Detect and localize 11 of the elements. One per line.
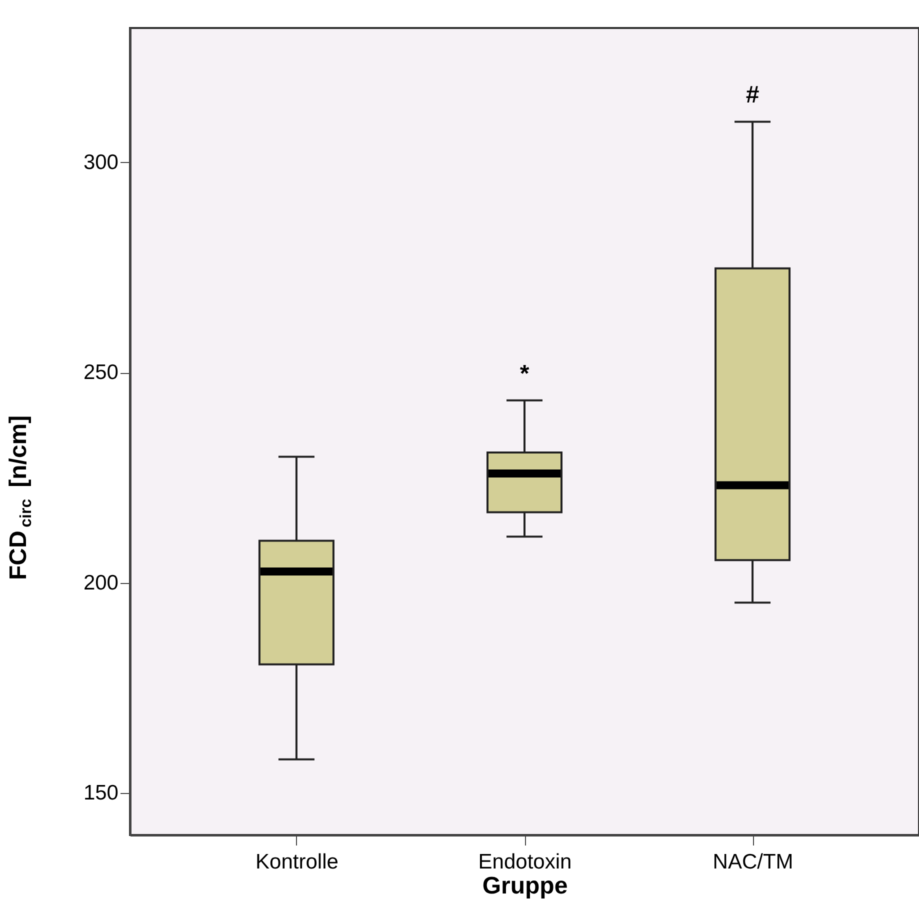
y-tick-label: 200 bbox=[83, 571, 118, 594]
y-tick-label: 300 bbox=[83, 151, 118, 174]
annotation: # bbox=[746, 82, 760, 109]
x-tick-label: Endotoxin bbox=[478, 850, 572, 874]
x-tick-label: NAC/TM bbox=[712, 850, 794, 874]
y-axis-title: FCDcirc [n/cm] bbox=[5, 415, 35, 580]
annotation: * bbox=[520, 360, 530, 388]
x-axis-title: Gruppe bbox=[482, 872, 568, 900]
y-tick-label: 250 bbox=[83, 361, 118, 384]
x-tick-label: Kontrolle bbox=[256, 850, 338, 874]
y-tick-label: 150 bbox=[83, 781, 118, 804]
